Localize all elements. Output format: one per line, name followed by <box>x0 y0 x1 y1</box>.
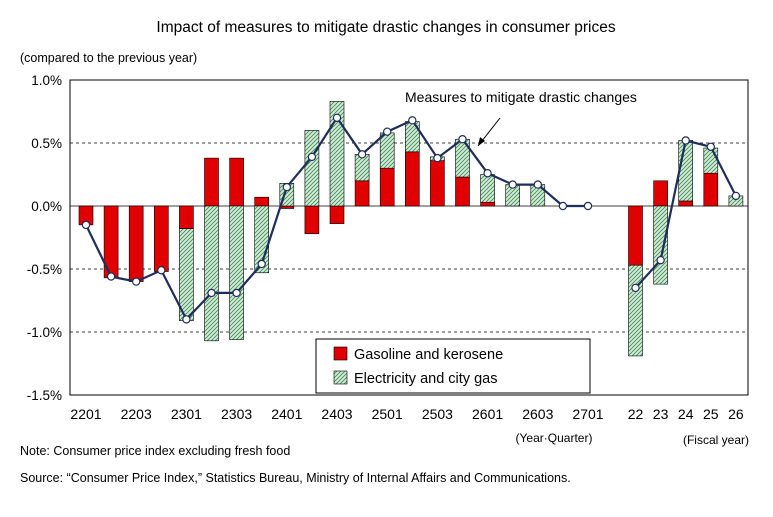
y-tick-label: -1.5% <box>27 388 62 403</box>
quarterly-bar-gasoline <box>229 157 244 207</box>
chart-source: Source: “Consumer Price Index,” Statisti… <box>20 471 571 485</box>
quarterly-mitigation-point <box>157 266 166 275</box>
quarterly-mitigation-point <box>508 180 517 189</box>
quarterly-bar-gasoline <box>455 176 470 207</box>
quarterly-mitigation-point <box>282 182 291 192</box>
x-tick-label: 24 <box>678 406 694 422</box>
quarterly-bar-gasoline <box>379 167 395 207</box>
quarterly-bar-electricity <box>304 130 320 207</box>
quarterly-mitigation-point <box>207 288 216 298</box>
quarterly-bar-gasoline <box>480 201 495 207</box>
fiscal-mitigation-point <box>706 142 716 151</box>
quarterly-bar-gasoline <box>154 205 169 272</box>
fiscal-axis-note: (Fiscal year) <box>683 433 749 447</box>
quarterly-bar-gasoline <box>329 205 345 224</box>
quarterly-bar-gasoline <box>128 205 144 282</box>
x-tick-label: 2301 <box>171 406 202 422</box>
mitigation-markers <box>81 113 741 324</box>
quarterly-mitigation-point <box>307 152 317 162</box>
x-tick-labels: 2201 2203 2301 2303 2401 2403 2501 2503 2601 2603… <box>70 406 743 422</box>
plot-area-frame <box>69 79 749 396</box>
x-tick-label: 2503 <box>422 406 453 422</box>
quarterly-mitigation-point <box>483 169 492 178</box>
quarterly-bar-gasoline <box>279 205 295 209</box>
fiscal-bar-gasoline <box>628 205 643 266</box>
quarterly-mitigation-point <box>458 135 467 144</box>
quarterly-mitigation-point <box>583 201 593 211</box>
fiscal-bar-electricity <box>678 140 694 202</box>
quarterly-mitigation-point <box>332 113 342 123</box>
x-tick-label: 2203 <box>121 406 152 422</box>
y-tick-labels: -1.5% -1.0% -0.5% 0.0% 0.5% 1.0% <box>27 73 62 403</box>
chart-note: Note: Consumer price index excluding fre… <box>20 444 290 458</box>
fiscal-bar-gasoline <box>703 172 719 207</box>
quarterly-mitigation-point <box>257 259 266 269</box>
quarterly-bar-gasoline <box>354 180 370 207</box>
quarterly-mitigation-point <box>81 220 91 230</box>
quarterly-mitigation-point <box>533 180 543 189</box>
legend-swatch-gasoline <box>333 346 348 361</box>
x-tick-label: 2401 <box>271 406 302 422</box>
quarterly-mitigation-point <box>408 116 417 125</box>
fiscal-bar-gasoline <box>653 180 668 207</box>
x-tick-label: 2601 <box>472 406 503 422</box>
x-tick-label: 2303 <box>221 406 252 422</box>
y-tick-label: 0.0% <box>31 199 62 214</box>
quarterly-bar-electricity <box>179 228 194 321</box>
x-tick-label: 26 <box>728 406 744 422</box>
fiscal-bar-electricity <box>703 147 719 174</box>
quarterly-mitigation-point <box>383 127 392 136</box>
quarterly-bar-gasoline <box>304 205 320 235</box>
fiscal-mitigation-point <box>681 136 690 145</box>
quarterly-mitigation-point <box>232 288 241 298</box>
quarterly-bar-electricity <box>329 101 345 207</box>
y-tick-label: 0.5% <box>31 136 62 151</box>
legend-swatch-electricity <box>333 370 348 385</box>
x-tick-label: 2201 <box>70 406 101 422</box>
legend: Gasoline and kerosene Electricity and ci… <box>315 338 591 394</box>
y-tick-label: -1.0% <box>27 325 62 340</box>
y-tick-label: 1.0% <box>31 73 62 88</box>
chart-title: Impact of measures to mitigate drastic c… <box>156 19 615 36</box>
quarterly-axis-note: (Year·Quarter) <box>516 431 593 445</box>
quarterly-bar-gasoline <box>404 151 420 207</box>
quarterly-bar-gasoline <box>179 205 194 229</box>
quarterly-bar-electricity <box>480 174 495 203</box>
x-tick-label: 25 <box>703 406 719 422</box>
quarterly-bar-electricity <box>204 205 219 342</box>
fiscal-mitigation-point <box>731 191 741 201</box>
bars <box>78 101 744 357</box>
legend-box <box>315 338 591 394</box>
quarterly-mitigation-point <box>433 153 442 163</box>
quarterly-bar-electricity <box>379 132 395 169</box>
fiscal-mitigation-point <box>656 255 665 265</box>
quarterly-mitigation-point <box>131 277 141 286</box>
quarterly-bar-electricity <box>229 205 244 340</box>
fiscal-mitigation-point <box>631 283 640 293</box>
quarterly-mitigation-point <box>182 315 191 324</box>
x-tick-label: 2403 <box>321 406 352 422</box>
y-tick-label: -0.5% <box>27 262 62 277</box>
fiscal-bar-electricity <box>653 205 668 285</box>
fiscal-bar-gasoline <box>678 200 694 207</box>
quarterly-mitigation-point <box>106 272 116 281</box>
quarterly-bar-gasoline <box>430 160 445 207</box>
quarterly-bar-gasoline <box>204 157 219 207</box>
quarterly-mitigation-point <box>357 150 367 159</box>
legend-label-gasoline: Gasoline and kerosene <box>354 347 503 363</box>
x-tick-label: 2501 <box>372 406 403 422</box>
x-tick-label: 22 <box>628 406 644 422</box>
x-tick-label: 23 <box>653 406 669 422</box>
quarterly-bar-gasoline <box>254 196 269 207</box>
annotation-label: Measures to mitigate drastic changes <box>405 89 637 105</box>
x-tick-label: 2701 <box>572 406 603 422</box>
x-tick-label: 2603 <box>522 406 553 422</box>
fiscal-bar-electricity <box>628 264 643 357</box>
quarterly-mitigation-point <box>558 201 568 211</box>
legend-label-electricity: Electricity and city gas <box>354 371 497 387</box>
y-axis-label: (compared to the previous year) <box>20 51 197 65</box>
annotation-arrowhead <box>478 137 485 146</box>
